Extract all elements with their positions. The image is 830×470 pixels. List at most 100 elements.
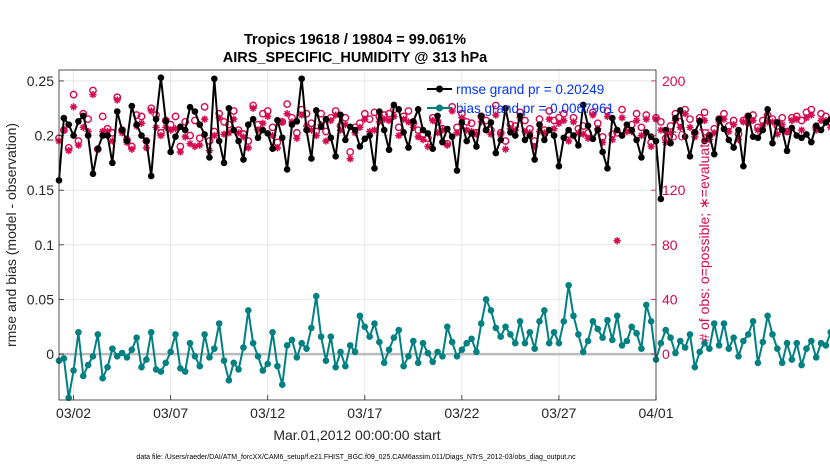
obs-evaluated-point: [433, 129, 442, 137]
obs-evaluated-point: [215, 114, 223, 122]
bias-point: [65, 394, 73, 402]
bias-point: [803, 345, 810, 352]
bias-point: [215, 320, 223, 327]
bias-point: [604, 316, 611, 324]
rmse-point: [672, 114, 679, 122]
rmse-point: [754, 134, 762, 142]
legend: rmse grand pr = 0.20249 bias grand pr = …: [427, 82, 614, 116]
obs-evaluated-point: [642, 115, 650, 123]
bias-point: [317, 333, 325, 340]
bias-point: [99, 374, 106, 382]
bias-point: [482, 296, 490, 303]
obs-evaluated-point: [599, 138, 607, 146]
bias-point: [264, 360, 272, 368]
rmse-point: [104, 132, 111, 139]
bias-point: [463, 339, 471, 347]
obs-evaluated-point: [332, 111, 340, 119]
rmse-point: [143, 137, 150, 145]
obs-evaluated-point: [584, 134, 592, 142]
bias-point: [201, 331, 208, 338]
obs-possible-point: [778, 113, 787, 122]
obs-evaluated-point: [453, 129, 461, 137]
rmse-point: [317, 123, 325, 131]
rmse-point: [448, 133, 456, 140]
rmse-point: [798, 134, 805, 142]
y-right-tick-label: 200: [662, 73, 686, 89]
rmse-point: [541, 136, 548, 144]
rmse-point: [390, 101, 398, 109]
bias-point: [327, 333, 335, 340]
rmse-point: [803, 131, 810, 138]
obs-evaluated-point: [293, 134, 301, 142]
obs-evaluated-point: [147, 107, 155, 115]
bias-point: [405, 352, 412, 360]
bias-point: [303, 345, 310, 352]
bias-point: [550, 328, 558, 336]
obs-possible-point: [632, 109, 641, 118]
rmse-point: [740, 162, 747, 170]
bias-point: [138, 363, 145, 371]
bias-point: [230, 359, 238, 367]
y-left-tick-label: 0.2: [35, 128, 55, 144]
bias-point: [798, 361, 805, 369]
obs-evaluated-point: [113, 96, 121, 104]
bias-point: [147, 328, 155, 336]
bias-point: [609, 336, 616, 344]
bias-point: [473, 348, 480, 356]
obs-evaluated-point: [346, 155, 354, 163]
obs-evaluated-point: [613, 237, 621, 245]
rmse-point: [550, 132, 558, 139]
obs-evaluated-point: [230, 115, 238, 123]
obs-possible-point: [69, 90, 78, 99]
bias-point: [259, 367, 267, 374]
rmse-point: [725, 136, 733, 144]
chart-title-line-2: AIRS_SPECIFIC_HUMIDITY @ 313 hPa: [223, 50, 488, 66]
obs-evaluated-point: [579, 130, 587, 138]
bias-point: [157, 368, 165, 375]
bias-point: [565, 281, 572, 289]
bias-point: [715, 342, 723, 349]
rmse-point: [75, 118, 82, 125]
y-left-tick-label: 0.1: [35, 237, 55, 253]
rmse-point: [70, 132, 77, 139]
obs-evaluated-point: [540, 129, 548, 137]
y-axis-right: 0 40 80 120 160 200: [651, 73, 686, 362]
obs-evaluated-point: [210, 131, 218, 140]
rmse-point: [225, 104, 233, 112]
obs-possible-point: [618, 105, 626, 114]
rmse-point: [400, 128, 407, 136]
obs-possible-point: [559, 109, 568, 118]
y-left-tick-label: 0.25: [27, 73, 54, 89]
bias-point: [502, 323, 509, 331]
rmse-point: [351, 126, 359, 134]
bias-point: [774, 345, 781, 352]
obs-count-series: [55, 86, 830, 245]
y-axis-left-label: rmse and bias (model - observation): [3, 123, 19, 347]
rmse-point: [808, 138, 815, 146]
obs-evaluated-point: [103, 127, 112, 136]
obs-evaluated-point: [666, 129, 675, 137]
bias-point: [701, 339, 708, 347]
bias-point: [808, 337, 815, 345]
rmse-point: [812, 122, 820, 130]
rmse-point: [560, 134, 568, 142]
rmse-point: [545, 126, 553, 134]
y-left-tick-label: 0.05: [27, 291, 54, 307]
legend-rmse-marker: [436, 85, 443, 93]
rmse-point: [274, 116, 281, 124]
rmse-point: [681, 133, 689, 140]
bias-point: [400, 362, 407, 370]
rmse-point: [337, 111, 344, 119]
rmse-point: [497, 136, 504, 144]
obs-evaluated-point: [550, 125, 558, 133]
obs-evaluated-point: [186, 140, 194, 148]
obs-evaluated-point: [307, 126, 315, 134]
obs-evaluated-point: [783, 127, 791, 136]
obs-evaluated-point: [676, 123, 684, 131]
rmse-point: [79, 112, 87, 120]
bias-point: [235, 366, 242, 373]
rmse-point: [492, 149, 500, 157]
obs-evaluated-point: [181, 133, 189, 141]
bias-point: [225, 377, 233, 384]
rmse-point: [65, 121, 73, 128]
